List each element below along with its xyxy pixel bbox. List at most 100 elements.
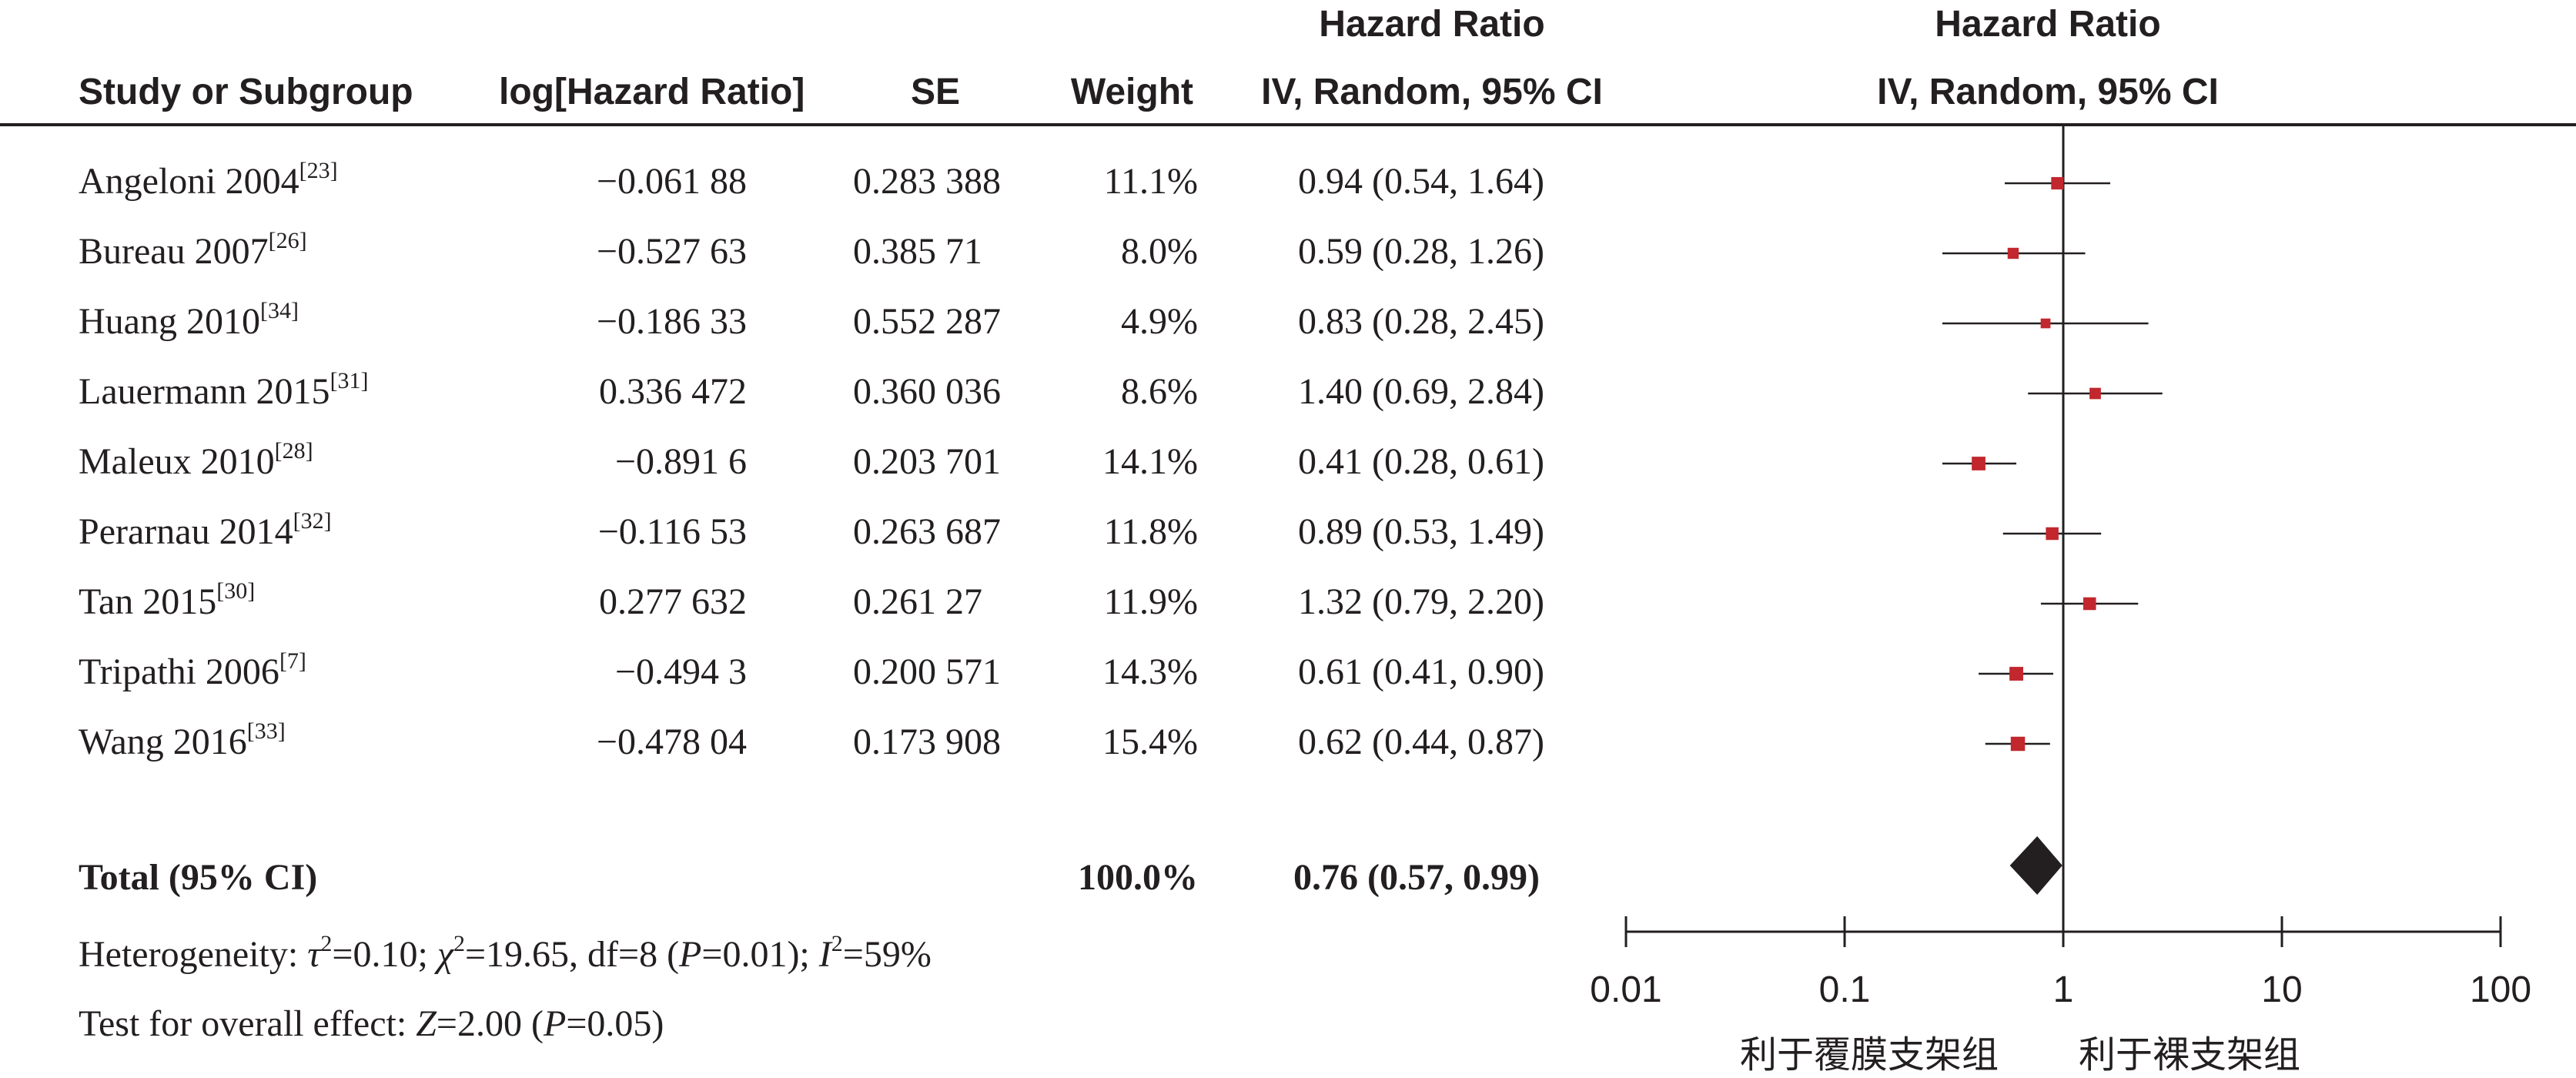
plot-header-bottom: IV, Random, 95% CI <box>1877 72 2219 112</box>
overall-p-value: =0.05) <box>566 1003 664 1044</box>
study-name: Maleux 2010[28] <box>79 440 313 483</box>
i-value: =59% <box>842 934 932 975</box>
study-name-text: Lauermann 2015 <box>79 371 330 412</box>
study-log-hr: −0.527 63 <box>596 231 747 272</box>
study-name-text: Bureau 2007 <box>79 231 269 272</box>
overall-p-symbol: P <box>543 1003 567 1044</box>
plot-header-top: Hazard Ratio <box>1935 4 2161 45</box>
study-marker <box>2083 597 2096 611</box>
study-hr-ci: 1.40 (0.69, 2.84) <box>1298 371 1544 412</box>
study-se: 0.200 571 <box>853 651 1001 692</box>
study-marker <box>2046 527 2059 541</box>
chi-value: =19.65, df=8 ( <box>464 934 680 975</box>
study-log-hr: −0.116 53 <box>597 511 747 552</box>
study-reference: [30] <box>216 578 256 604</box>
study-column-header: Study or Subgroup <box>79 72 413 112</box>
study-log-hr: −0.494 3 <box>614 651 747 692</box>
x-tick-label: 1 <box>2052 969 2074 1010</box>
heterogeneity-prefix: Heterogeneity: <box>79 934 308 975</box>
study-weight: 4.9% <box>1121 301 1198 342</box>
log-hr-column-header: log[Hazard Ratio] <box>499 72 805 112</box>
favours-bare-stent-label: 利于裸支架组 <box>2079 1033 2301 1076</box>
x-tick-label: 100 <box>2469 969 2532 1010</box>
overall-effect-text: Test for overall effect: Z=2.00 (P=0.05) <box>79 1003 664 1045</box>
study-name-text: Tan 2015 <box>79 581 217 622</box>
study-reference: [32] <box>293 508 332 534</box>
hr-header-top: Hazard Ratio <box>1319 4 1545 45</box>
study-log-hr: −0.891 6 <box>614 441 747 482</box>
study-weight: 11.9% <box>1103 581 1198 622</box>
total-ci: 0.76 (0.57, 0.99) <box>1293 857 1540 898</box>
study-reference: [7] <box>279 648 306 674</box>
i-symbol: I <box>818 934 831 975</box>
study-weight: 14.1% <box>1102 441 1198 482</box>
study-se: 0.261 27 <box>853 581 982 622</box>
heterogeneity-text: Heterogeneity: τ2=0.10; χ2=19.65, df=8 (… <box>79 931 932 976</box>
study-log-hr: −0.186 33 <box>596 301 747 342</box>
study-name-text: Wang 2016 <box>79 721 247 762</box>
study-name: Lauermann 2015[31] <box>79 370 369 413</box>
study-marker <box>2051 176 2064 190</box>
study-se: 0.283 388 <box>853 161 1001 202</box>
tau-symbol: τ <box>307 934 321 975</box>
study-name-text: Tripathi 2006 <box>79 651 279 692</box>
overall-prefix: Test for overall effect: <box>79 1003 417 1044</box>
study-marker <box>2040 318 2051 329</box>
study-hr-ci: 0.59 (0.28, 1.26) <box>1298 231 1544 272</box>
study-hr-ci: 0.94 (0.54, 1.64) <box>1298 161 1544 202</box>
study-name-text: Angeloni 2004 <box>79 161 299 202</box>
study-se: 0.552 287 <box>853 301 1001 342</box>
study-weight: 8.6% <box>1121 371 1198 412</box>
total-label: Total (95% CI) <box>79 857 318 898</box>
study-hr-ci: 0.62 (0.44, 0.87) <box>1298 721 1544 762</box>
study-se: 0.360 036 <box>853 371 1001 412</box>
study-log-hr: 0.277 632 <box>599 581 747 622</box>
se-column-header: SE <box>910 72 961 112</box>
study-name-text: Perarnau 2014 <box>79 511 293 552</box>
study-weight: 11.1% <box>1103 161 1198 202</box>
study-name: Angeloni 2004[23] <box>79 159 338 203</box>
study-reference: [34] <box>259 298 299 323</box>
study-se: 0.173 908 <box>853 721 1001 762</box>
study-weight: 8.0% <box>1121 231 1198 272</box>
weight-column-header: Weight <box>1070 72 1193 112</box>
x-tick-label: 0.1 <box>1818 969 1871 1010</box>
study-weight: 15.4% <box>1102 721 1198 762</box>
study-name: Bureau 2007[26] <box>79 228 307 273</box>
study-hr-ci: 0.61 (0.41, 0.90) <box>1298 651 1544 692</box>
study-reference: [26] <box>268 228 307 253</box>
study-name: Perarnau 2014[32] <box>79 508 332 553</box>
study-se: 0.263 687 <box>853 511 1001 552</box>
pooled-diamond <box>2009 836 2062 895</box>
total-weight: 100.0% <box>1078 857 1198 898</box>
study-reference: [33] <box>246 718 286 744</box>
study-reference: [28] <box>274 438 313 464</box>
p-symbol: P <box>679 934 702 975</box>
study-se: 0.203 701 <box>853 441 1001 482</box>
study-reference: [31] <box>330 368 369 393</box>
study-se: 0.385 71 <box>853 231 982 272</box>
x-tick-label: 10 <box>2261 969 2303 1010</box>
study-log-hr: −0.061 88 <box>596 161 747 202</box>
p-value: =0.01); <box>701 934 819 975</box>
header-rule <box>0 123 2576 126</box>
study-marker <box>1972 457 1986 470</box>
favours-covered-stent-label: 利于覆膜支架组 <box>1740 1033 1999 1076</box>
study-name-text: Huang 2010 <box>79 301 260 342</box>
study-weight: 11.8% <box>1103 511 1198 552</box>
study-hr-ci: 0.89 (0.53, 1.49) <box>1298 511 1544 552</box>
z-symbol: Z <box>416 1003 437 1044</box>
study-name-text: Maleux 2010 <box>79 441 275 482</box>
tau-value: =0.10; <box>332 934 437 975</box>
study-marker <box>2010 736 2026 752</box>
z-value: =2.00 ( <box>436 1003 544 1044</box>
study-marker <box>2007 247 2019 259</box>
x-tick-label: 0.01 <box>1590 969 1662 1010</box>
study-hr-ci: 0.83 (0.28, 2.45) <box>1298 301 1544 342</box>
study-name: Huang 2010[34] <box>79 300 299 343</box>
study-hr-ci: 1.32 (0.79, 2.20) <box>1298 581 1544 622</box>
study-log-hr: 0.336 472 <box>599 371 747 412</box>
study-marker <box>2089 387 2101 400</box>
study-marker <box>2009 667 2023 681</box>
